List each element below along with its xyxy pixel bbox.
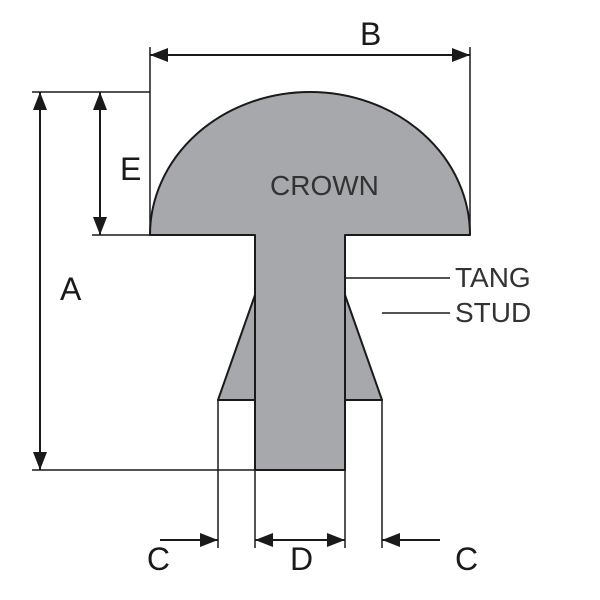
part-label-tang: TANG <box>455 262 531 293</box>
fastener-dimension-diagram: A E B D C C CROWN TANG STUD <box>0 0 600 600</box>
dim-C-left-label: C <box>147 541 170 577</box>
part-label-stud: STUD <box>455 297 531 328</box>
dim-E-label: E <box>120 151 141 187</box>
dim-B-label: B <box>360 16 381 52</box>
dim-A-label: A <box>60 271 82 307</box>
tang-left <box>218 295 255 400</box>
fastener-body <box>150 92 470 470</box>
dim-C-right-label: C <box>455 541 478 577</box>
part-label-crown: CROWN <box>270 170 379 201</box>
tang-right <box>345 295 382 400</box>
dim-D-label: D <box>290 541 313 577</box>
